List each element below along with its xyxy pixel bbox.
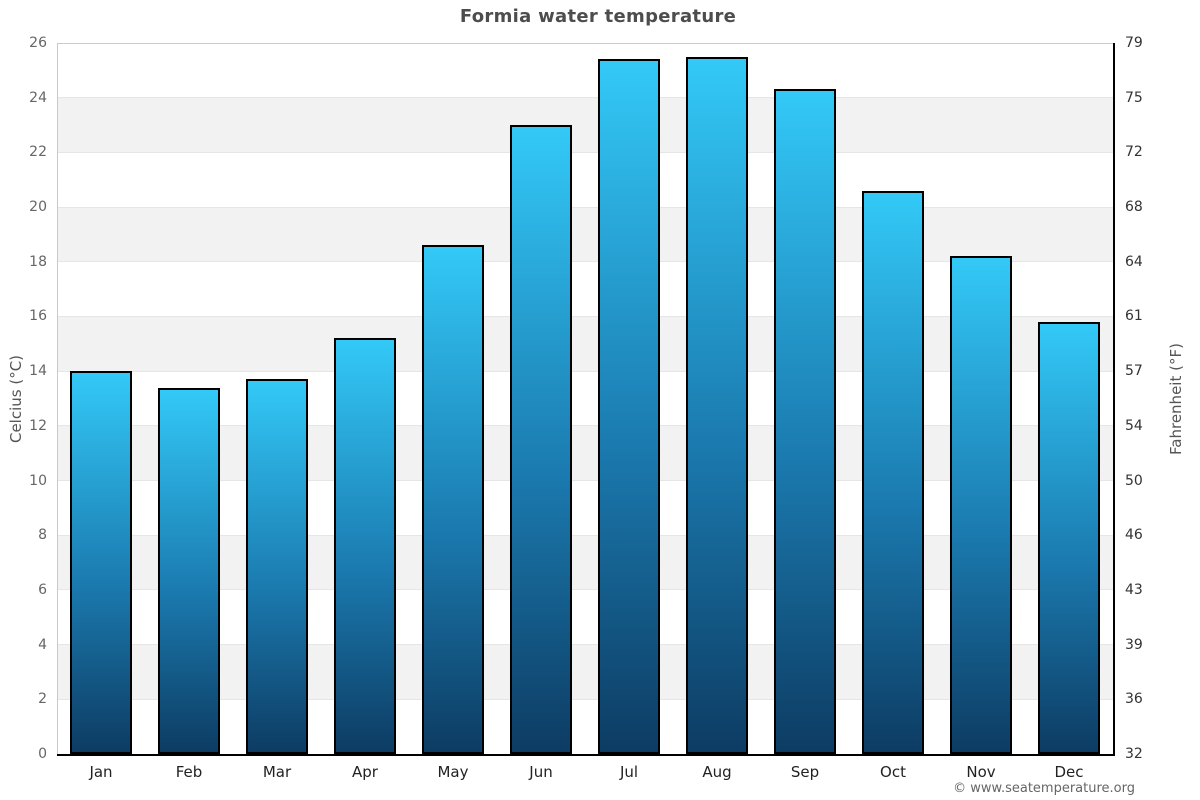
x-tick-label-nov: Nov (966, 763, 996, 781)
bar-jan[interactable] (70, 371, 132, 754)
gridline (57, 589, 1113, 591)
bar-mar[interactable] (246, 379, 308, 754)
y-axis-line-left (57, 43, 58, 754)
gridline (57, 698, 1113, 700)
grid-band (57, 207, 1113, 262)
y-tick-label-fahrenheit: 79 (1125, 35, 1143, 51)
gridline (57, 480, 1113, 482)
bar-jun[interactable] (510, 125, 572, 754)
grid-band (57, 316, 1113, 372)
y-tick-label-fahrenheit: 54 (1125, 417, 1143, 434)
y-tick-label-celsius: 0 (38, 746, 47, 762)
x-tick-label-feb: Feb (175, 763, 203, 781)
bar-oct[interactable] (862, 190, 924, 754)
y-tick-label-celsius: 16 (29, 308, 47, 325)
y-axis-title-celsius: Celcius (°C) (7, 354, 25, 443)
y-tick-label-fahrenheit: 72 (1125, 144, 1143, 161)
y-tick-label-fahrenheit: 75 (1125, 89, 1143, 106)
gridline (57, 315, 1113, 317)
gridline (57, 97, 1113, 99)
y-tick-label-celsius: 8 (38, 527, 47, 544)
y-tick-label-fahrenheit: 61 (1125, 308, 1143, 325)
bar-sep[interactable] (774, 89, 836, 754)
gridline (57, 261, 1113, 263)
x-tick-label-jul: Jul (619, 763, 639, 781)
y-tick-label-celsius: 20 (29, 199, 47, 216)
y-tick-label-fahrenheit: 32 (1125, 746, 1143, 762)
x-tick-label-mar: Mar (262, 763, 292, 781)
y-tick-label-celsius: 4 (38, 636, 47, 653)
x-tick-label-sep: Sep (790, 763, 820, 781)
y-tick-label-fahrenheit: 68 (1125, 199, 1143, 216)
bar-jul[interactable] (598, 59, 660, 754)
x-tick-label-jun: Jun (529, 763, 553, 781)
y-axis-line-right (1113, 43, 1115, 754)
bar-dec[interactable] (1038, 321, 1100, 754)
bar-aug[interactable] (686, 56, 748, 754)
y-tick-label-celsius: 2 (38, 691, 47, 708)
gridline (57, 534, 1113, 536)
gridline (57, 151, 1113, 153)
x-axis-line (57, 754, 1115, 756)
gridline (57, 644, 1113, 646)
gridline (57, 42, 1113, 44)
y-tick-label-fahrenheit: 36 (1125, 691, 1143, 708)
grid-band (57, 97, 1113, 153)
x-tick-label-aug: Aug (702, 763, 732, 781)
x-tick-label-apr: Apr (352, 763, 378, 781)
x-tick-label-jan: Jan (89, 763, 113, 781)
y-tick-label-fahrenheit: 43 (1125, 581, 1143, 598)
y-axis-title-fahrenheit: Fahrenheit (°F) (1167, 342, 1185, 455)
y-tick-label-fahrenheit: 57 (1125, 363, 1143, 380)
gridline (57, 370, 1113, 372)
y-tick-label-celsius: 18 (29, 253, 47, 270)
y-tick-label-celsius: 14 (29, 363, 47, 380)
gridline (57, 206, 1113, 208)
y-tick-label-celsius: 22 (29, 144, 47, 161)
bar-nov[interactable] (950, 256, 1012, 754)
grid-band (57, 425, 1113, 481)
y-tick-label-fahrenheit: 46 (1125, 527, 1143, 544)
y-tick-label-fahrenheit: 39 (1125, 636, 1143, 653)
bar-feb[interactable] (158, 387, 220, 754)
y-tick-label-fahrenheit: 50 (1125, 472, 1143, 489)
x-tick-label-may: May (437, 763, 469, 781)
y-tick-label-celsius: 24 (29, 89, 47, 106)
y-tick-label-celsius: 26 (29, 35, 47, 51)
grid-band (57, 535, 1113, 590)
grid-band (57, 644, 1113, 700)
y-tick-label-celsius: 12 (29, 417, 47, 434)
bar-apr[interactable] (334, 338, 396, 754)
x-tick-label-dec: Dec (1054, 763, 1084, 781)
chart-title: Formia water temperature (459, 6, 737, 27)
y-tick-label-fahrenheit: 64 (1125, 253, 1143, 270)
x-tick-label-oct: Oct (880, 763, 906, 781)
bar-may[interactable] (422, 245, 484, 754)
y-tick-label-celsius: 6 (38, 581, 47, 598)
gridline (57, 425, 1113, 427)
watermark-credit-link[interactable]: © www.seatemperature.org (953, 781, 1135, 796)
y-tick-label-celsius: 10 (29, 472, 47, 489)
